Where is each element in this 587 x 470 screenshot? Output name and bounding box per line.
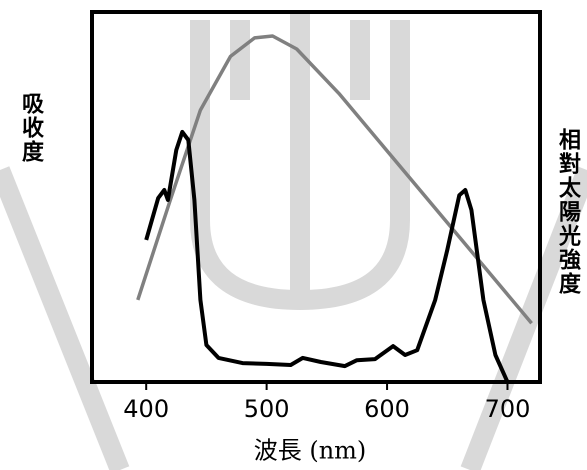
plot-frame <box>90 10 542 384</box>
x-axis-label: 波長 (nm) <box>254 437 367 465</box>
watermark-stroke <box>190 20 410 311</box>
watermark-stroke <box>0 166 130 470</box>
x-tick-label: 400 <box>123 395 169 423</box>
x-tick-label: 700 <box>485 395 531 423</box>
watermark <box>0 10 587 470</box>
series-line <box>136 34 533 325</box>
series-line <box>144 129 510 383</box>
y-axis-label: 吸收度 <box>18 92 44 164</box>
x-tick-label: 500 <box>244 395 290 423</box>
y2-axis-label: 相對太陽光強度 <box>555 128 582 296</box>
watermark-stroke <box>230 10 370 290</box>
x-tick-label: 600 <box>364 395 410 423</box>
